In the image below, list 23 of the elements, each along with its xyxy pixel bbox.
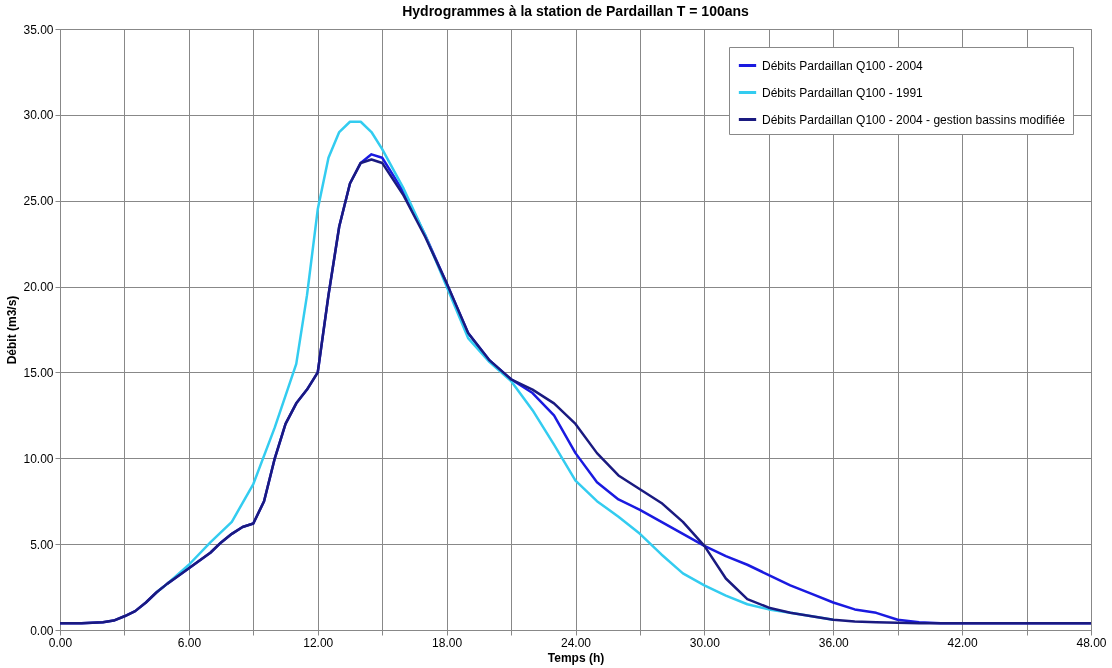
y-tick-label: 10.00 [23,451,54,466]
y-tick-label: 35.00 [23,22,54,37]
legend-label: Débits Pardaillan Q100 - 1991 [762,85,924,100]
y-tick-label: 30.00 [23,108,54,123]
legend-label: Débits Pardaillan Q100 - 2004 - gestion bassins modifiée [762,112,1066,127]
chart-title: Hydrogrammes à la station de Pardaillan T = 100ans [402,3,750,19]
x-tick-label: 24.00 [560,635,592,650]
x-tick-label: 12.00 [303,635,334,650]
y-axis-title: Débit (m3/s) [5,295,20,365]
x-tick-label: 42.00 [947,635,978,650]
y-tick-label: 0.00 [30,623,54,638]
x-tick-label: 18.00 [432,635,463,650]
x-tick-label: 30.00 [689,635,721,650]
x-tick-label: 48.00 [1076,635,1107,650]
x-tick-label: 0.00 [48,635,73,650]
y-tick-label: 20.00 [23,280,54,295]
x-tick-label: 6.00 [177,635,202,650]
x-axis-title: Temps (h) [547,650,605,665]
x-tick-label: 36.00 [818,635,850,650]
y-tick-label: 25.00 [23,194,54,209]
y-tick-label: 5.00 [30,537,54,552]
y-tick-label: 15.00 [23,365,54,380]
legend-label: Débits Pardaillan Q100 - 2004 [762,58,924,73]
